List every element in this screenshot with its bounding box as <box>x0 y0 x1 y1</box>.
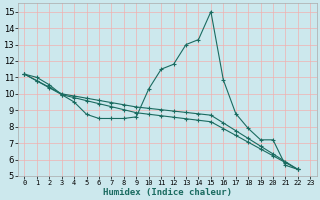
X-axis label: Humidex (Indice chaleur): Humidex (Indice chaleur) <box>103 188 232 197</box>
